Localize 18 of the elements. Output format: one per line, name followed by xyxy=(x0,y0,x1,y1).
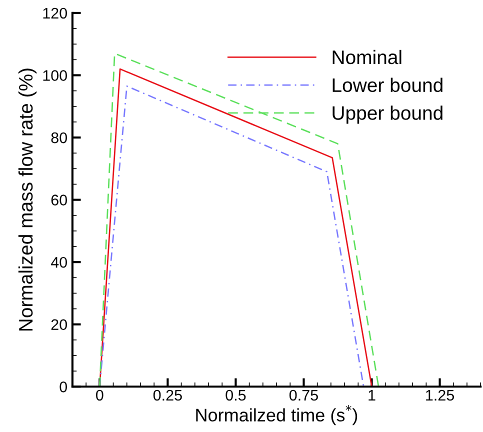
x-tick-label: 0.75 xyxy=(289,390,318,401)
x-tick-label: 0.25 xyxy=(153,390,182,401)
y-tick-label: 40 xyxy=(50,256,67,268)
x-tick-label: 0 xyxy=(96,390,104,401)
y-axis-title: Normalized mass flow rate (%) xyxy=(18,68,37,331)
x-tick-label: 0.5 xyxy=(226,390,246,401)
legend-label: Lower bound xyxy=(332,78,442,92)
y-tick-label: 80 xyxy=(51,132,67,144)
x-tick-label: 1.25 xyxy=(426,390,454,401)
y-tick-label: 20 xyxy=(51,319,67,330)
legend-label: Upper bound xyxy=(332,106,442,124)
y-tick-label: 60 xyxy=(51,194,67,206)
x-axis-title: Normailzed time (s$^{*}$) xyxy=(196,405,358,426)
legend-label: Nominal xyxy=(332,50,402,64)
x-tick-label: 1 xyxy=(368,390,376,400)
y-tick-label: 120 xyxy=(43,8,67,19)
y-tick-label: 100 xyxy=(43,70,67,81)
y-tick-label: 0 xyxy=(60,382,67,392)
